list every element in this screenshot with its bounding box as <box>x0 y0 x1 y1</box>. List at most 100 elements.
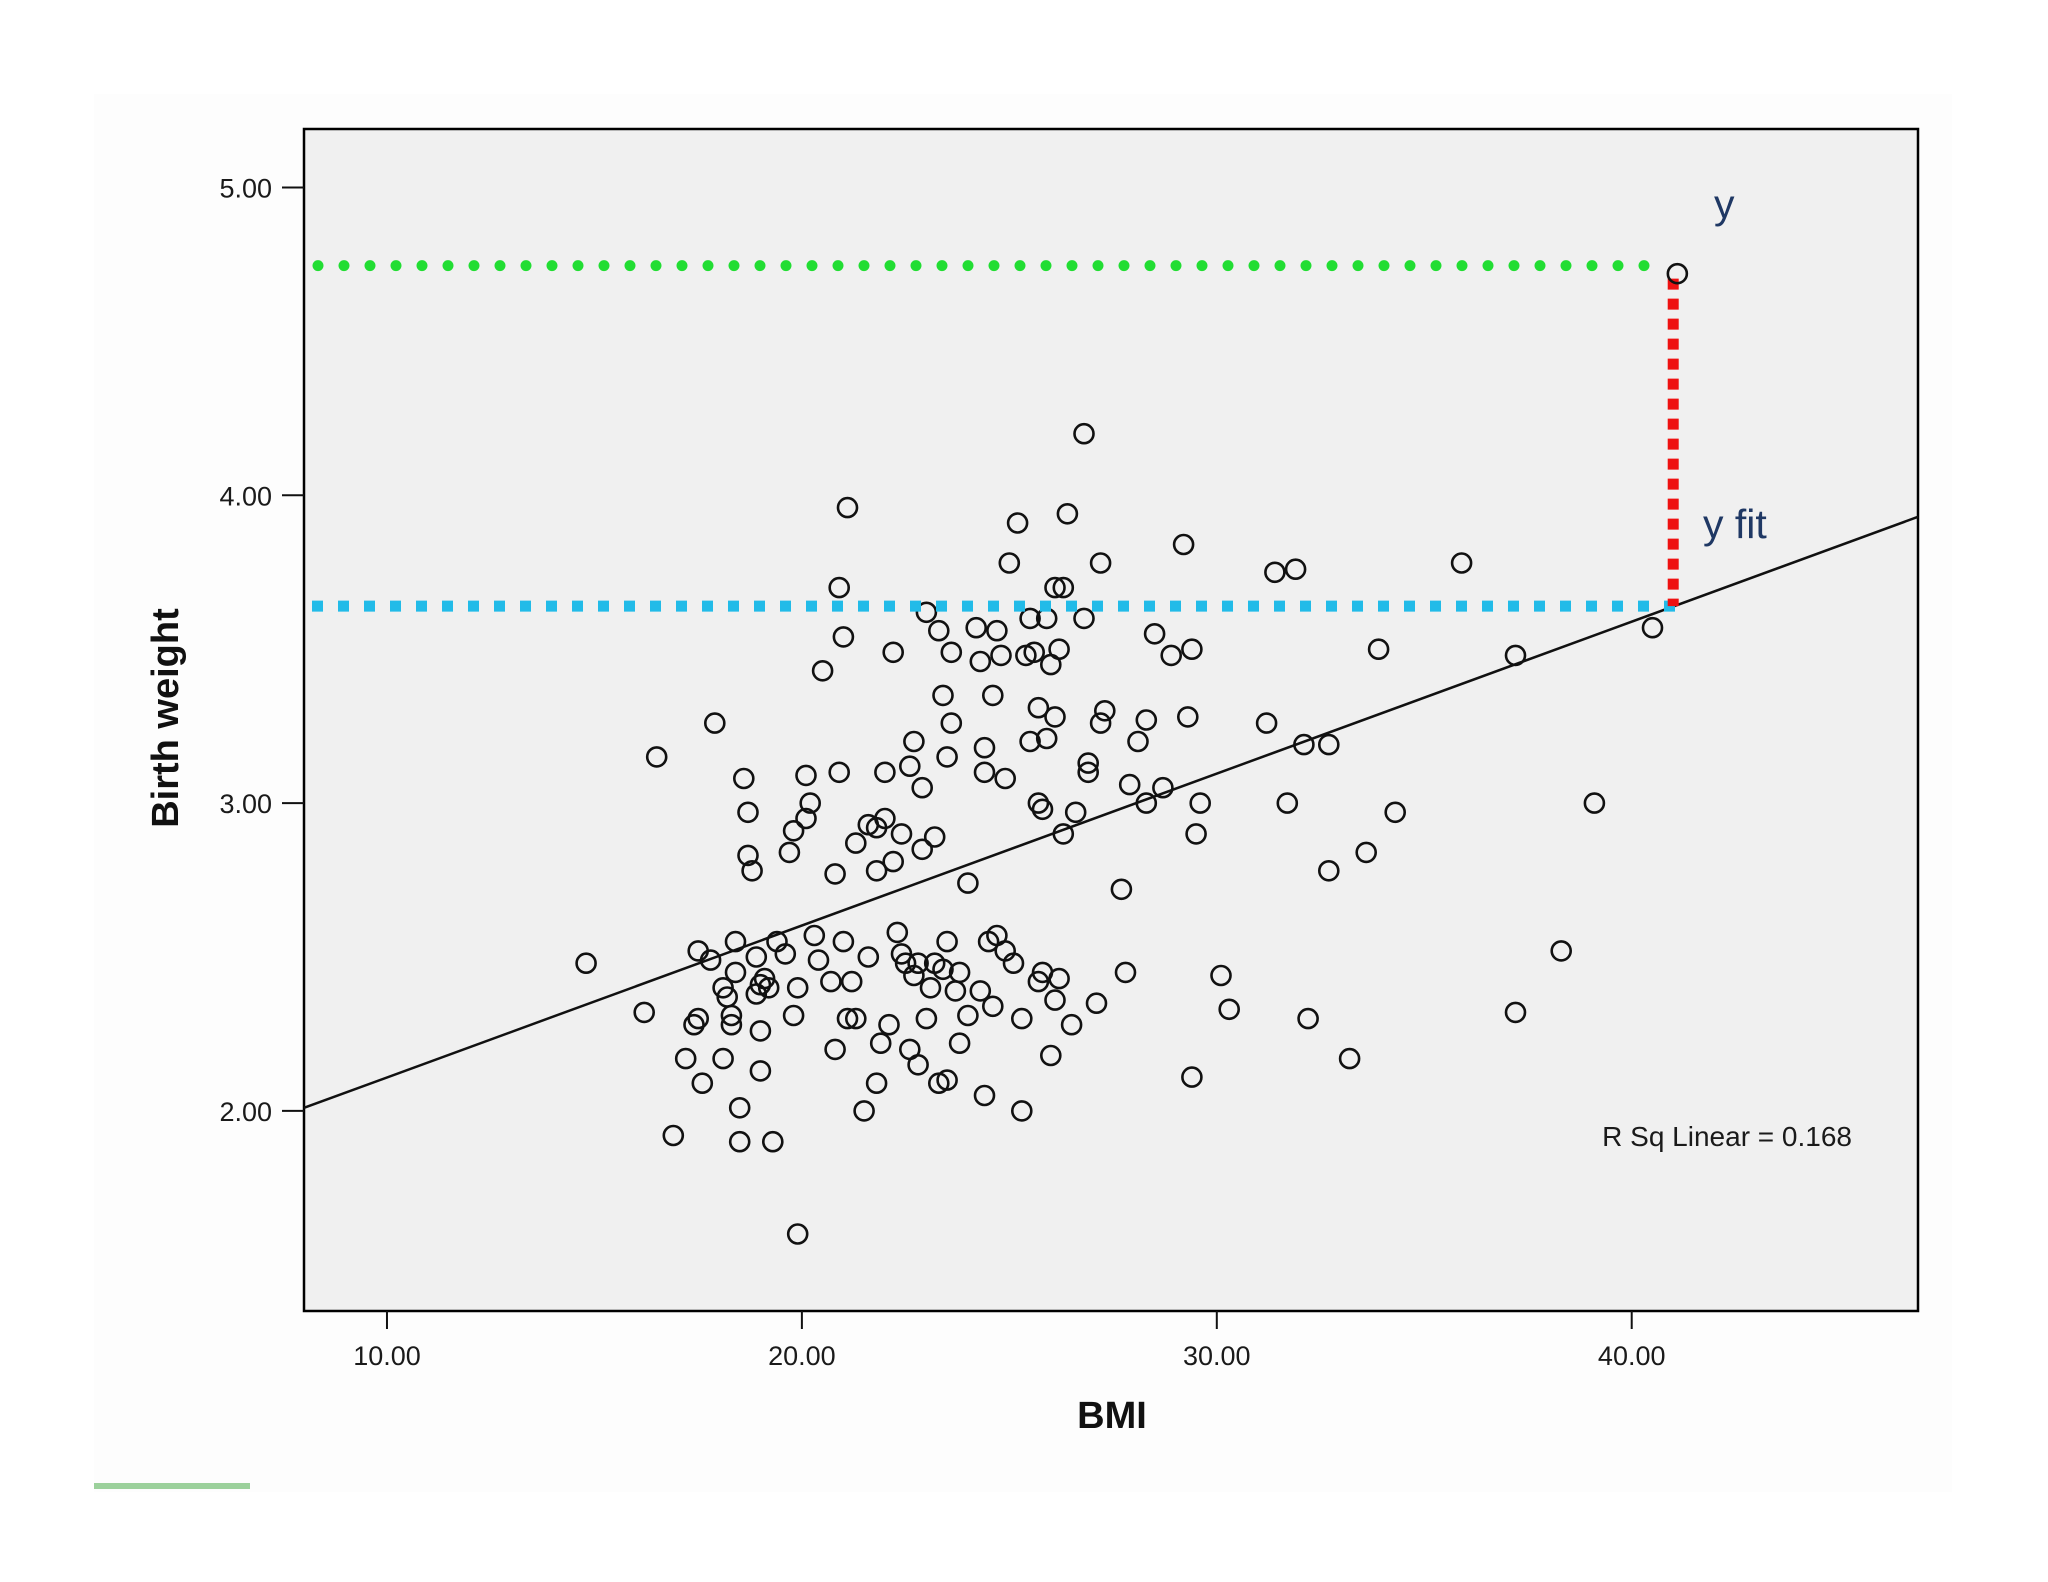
data-point <box>915 601 938 624</box>
data-point <box>1077 752 1099 774</box>
data-point <box>795 807 817 830</box>
data-point <box>1044 576 1066 599</box>
data-point <box>948 961 971 984</box>
data-point <box>1085 992 1108 1015</box>
data-point <box>683 1013 705 1036</box>
data-point <box>1019 607 1041 630</box>
data-point <box>728 1097 751 1119</box>
data-point <box>981 684 1004 707</box>
data-point <box>886 921 909 944</box>
data-point <box>1006 512 1029 534</box>
data-point <box>907 1054 929 1076</box>
x-axis-ticks: 10.00 20.00 30.00 40.00 <box>353 1311 1666 1371</box>
data-point <box>720 1004 743 1027</box>
data-point <box>1048 967 1070 990</box>
data-point <box>940 712 963 734</box>
data-point <box>1189 792 1211 814</box>
data-point <box>1172 533 1195 556</box>
x-axis-title: BMI <box>1077 1395 1147 1437</box>
x-tick-label: 20.00 <box>768 1341 836 1371</box>
regression-line <box>303 515 1919 1110</box>
data-point <box>1056 502 1079 525</box>
data-point <box>761 1130 784 1153</box>
data-point <box>807 949 830 971</box>
data-point <box>749 1020 772 1042</box>
data-point <box>865 1072 888 1094</box>
data-point <box>840 970 863 993</box>
data-point <box>998 552 1021 574</box>
data-point <box>820 970 842 993</box>
data-point <box>1031 798 1054 821</box>
data-point <box>1504 1001 1527 1024</box>
x-tick-label: 10.00 <box>353 1341 421 1371</box>
data-point <box>1264 561 1286 584</box>
data-point <box>575 952 597 975</box>
data-point <box>737 844 759 867</box>
data-point <box>1210 964 1232 987</box>
data-point <box>691 1072 714 1094</box>
plot-area <box>302 127 1920 1313</box>
data-point <box>732 767 755 790</box>
data-point <box>1641 616 1664 639</box>
data-point <box>865 859 888 882</box>
data-point <box>898 755 921 778</box>
data-point <box>940 641 963 664</box>
data-point <box>674 1047 697 1070</box>
data-point <box>882 641 905 664</box>
data-point <box>824 863 846 885</box>
data-point <box>1143 622 1166 645</box>
data-point <box>1218 998 1240 1021</box>
data-point <box>699 949 722 971</box>
data-point <box>1023 641 1045 664</box>
data-point <box>836 496 859 519</box>
data-point <box>737 801 759 824</box>
data-point <box>874 807 896 830</box>
data-point <box>981 995 1004 1018</box>
data-point <box>1048 638 1070 661</box>
data-point <box>969 650 992 673</box>
data-point <box>1450 552 1473 574</box>
data-point <box>994 767 1017 790</box>
data-point <box>932 684 954 707</box>
data-point <box>1110 878 1133 901</box>
data-point <box>1367 638 1390 661</box>
data-point <box>832 626 855 648</box>
y-tick-label: 3.00 <box>219 789 272 819</box>
data-point <box>778 841 801 864</box>
data-point <box>923 826 946 848</box>
data-points <box>575 422 1664 1245</box>
y-tick-label: 5.00 <box>219 173 272 203</box>
data-point <box>720 1013 743 1036</box>
data-point <box>645 746 668 768</box>
data-point <box>828 576 851 599</box>
data-point <box>936 930 958 953</box>
data-point <box>1185 823 1207 845</box>
data-point <box>633 1001 656 1024</box>
fitted-y-label: y fit <box>1703 501 1767 547</box>
data-point <box>786 976 809 999</box>
slide-accent-bar <box>94 1483 250 1489</box>
data-point <box>662 1124 685 1147</box>
data-point <box>1114 961 1137 984</box>
data-point <box>882 850 905 873</box>
data-point <box>878 1013 900 1036</box>
data-point <box>1073 422 1095 445</box>
data-point <box>844 1007 867 1030</box>
data-point <box>1318 859 1340 882</box>
data-point <box>1355 841 1377 864</box>
data-point <box>712 1047 734 1070</box>
data-point <box>1060 1013 1083 1036</box>
data-point <box>1152 776 1174 799</box>
data-point <box>932 958 954 981</box>
x-tick-label: 40.00 <box>1598 1341 1666 1371</box>
data-point <box>844 832 867 854</box>
data-point <box>1550 940 1572 962</box>
data-point <box>1255 712 1278 734</box>
data-point <box>1160 644 1182 667</box>
data-point <box>927 619 950 642</box>
data-point <box>774 943 797 965</box>
data-point <box>1089 712 1112 734</box>
y-tick-label: 4.00 <box>219 481 272 511</box>
data-point <box>745 946 768 968</box>
